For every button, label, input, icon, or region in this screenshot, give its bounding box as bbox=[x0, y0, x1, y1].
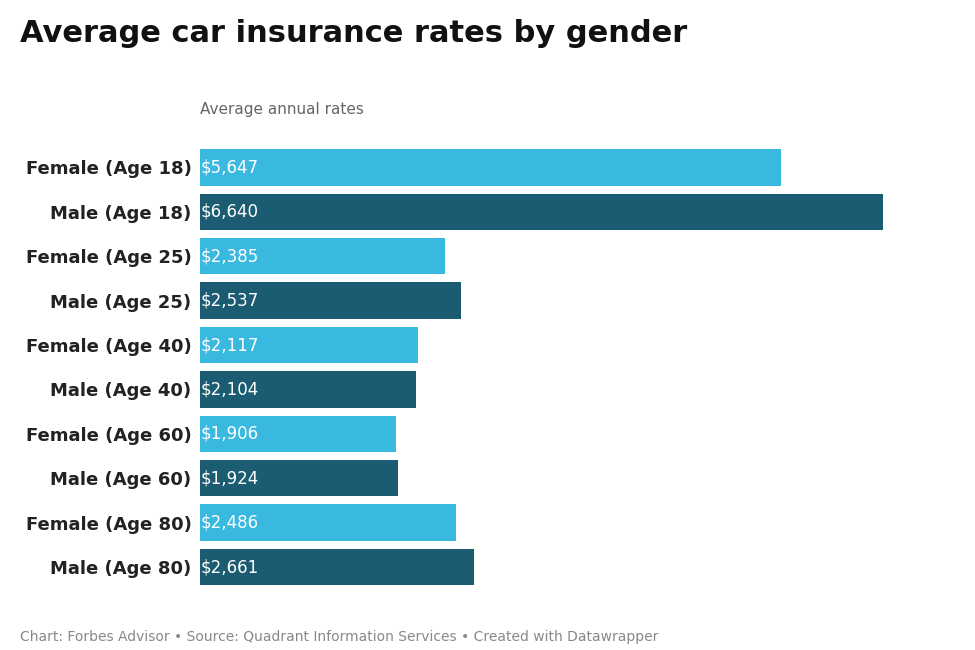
Text: Average car insurance rates by gender: Average car insurance rates by gender bbox=[20, 20, 686, 49]
Text: Average annual rates: Average annual rates bbox=[200, 102, 364, 117]
Text: $2,385: $2,385 bbox=[201, 247, 259, 265]
Bar bbox=[200, 549, 474, 585]
Bar bbox=[200, 415, 396, 452]
Text: $5,647: $5,647 bbox=[201, 159, 259, 176]
Text: $2,117: $2,117 bbox=[201, 336, 259, 354]
Text: $2,537: $2,537 bbox=[201, 292, 259, 309]
Text: $1,924: $1,924 bbox=[201, 469, 259, 488]
Text: $2,486: $2,486 bbox=[201, 514, 259, 532]
Bar bbox=[200, 371, 416, 408]
Bar bbox=[200, 460, 398, 497]
Bar bbox=[200, 327, 417, 363]
Bar bbox=[200, 504, 455, 541]
Bar bbox=[200, 238, 446, 274]
Bar bbox=[200, 283, 461, 319]
Bar bbox=[200, 194, 882, 230]
Text: $2,104: $2,104 bbox=[201, 380, 259, 398]
Text: Chart: Forbes Advisor • Source: Quadrant Information Services • Created with Dat: Chart: Forbes Advisor • Source: Quadrant… bbox=[20, 629, 658, 644]
Text: $1,906: $1,906 bbox=[201, 425, 259, 443]
Bar bbox=[200, 150, 781, 186]
Text: $6,640: $6,640 bbox=[201, 203, 259, 221]
Text: $2,661: $2,661 bbox=[201, 558, 259, 576]
